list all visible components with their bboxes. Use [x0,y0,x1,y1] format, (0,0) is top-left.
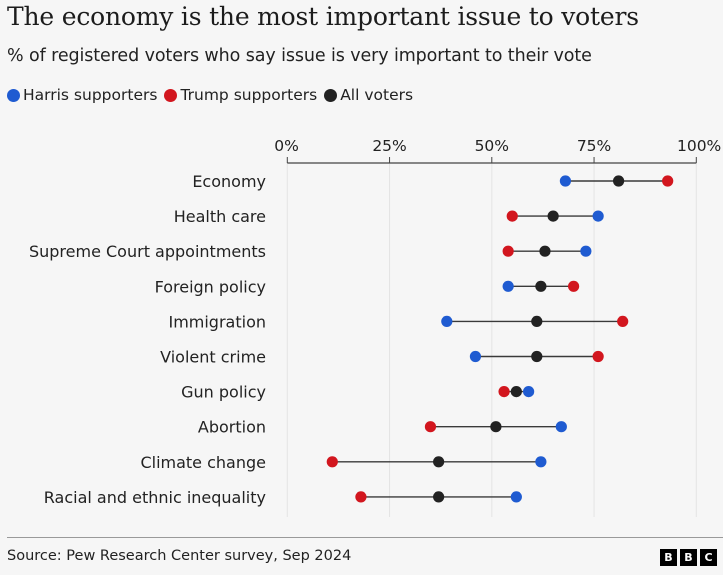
data-point-trump-supporters [498,386,510,398]
chart-subtitle: % of registered voters who say issue is … [7,46,592,66]
data-point-trump-supporters [617,315,629,327]
x-tick-label: 75% [577,137,611,155]
data-point-trump-supporters [424,421,437,433]
bbc-logo: B B C [660,549,717,566]
legend-label-trump: Trump supporters [180,86,318,104]
data-point-trump-supporters [662,175,674,187]
legend-dot-all-voters [324,88,338,102]
data-point-harris-supporters [469,350,482,363]
category-label: Foreign policy [155,277,266,296]
category-label: Health care [174,207,266,226]
x-tick-label: 100% [677,137,721,155]
data-point-trump-supporters [506,210,518,222]
data-point-trump-supporters [326,456,338,468]
data-point-all-voters [535,280,547,292]
data-point-trump-supporters [592,350,604,363]
footer-divider [7,537,723,538]
x-tick-label: 50% [475,137,509,155]
category-label: Climate change [140,453,266,472]
data-point-harris-supporters [559,175,572,187]
data-point-all-voters [510,386,522,398]
category-label: Violent crime [160,348,266,367]
category-label: Abortion [198,418,266,437]
data-point-harris-supporters [580,245,592,257]
x-tick-label: 0% [274,137,299,155]
chart-title: The economy is the most important issue … [7,2,639,31]
data-point-all-voters [433,456,445,468]
data-point-harris-supporters [535,456,547,468]
bbc-logo-letter: B [660,549,677,566]
category-label: Racial and ethnic inequality [44,488,266,507]
data-point-all-voters [531,350,543,363]
data-point-all-voters [539,245,551,257]
bbc-logo-letter: C [700,549,717,566]
data-point-all-voters [490,421,502,433]
data-point-harris-supporters [441,315,453,327]
legend-dot-trump [164,88,178,102]
data-point-trump-supporters [568,280,580,292]
category-label: Immigration [168,312,266,331]
legend-dot-harris [7,88,20,102]
data-point-trump-supporters [355,491,367,503]
category-label: Supreme Court appointments [29,242,266,261]
legend: Harris supporters Trump supporters All v… [7,86,420,104]
data-point-harris-supporters [523,386,535,398]
data-point-harris-supporters [510,491,522,503]
bbc-logo-letter: B [680,549,697,566]
legend-item-trump: Trump supporters [164,86,317,104]
x-tick-label: 25% [372,137,406,155]
category-label: Gun policy [181,383,266,402]
data-point-all-voters [612,175,625,187]
data-point-harris-supporters [502,280,514,292]
source-note: Source: Pew Research Center survey, Sep … [7,548,352,564]
data-point-trump-supporters [502,245,514,257]
legend-item-harris: Harris supporters [7,86,157,104]
category-label: Economy [192,172,266,191]
data-point-all-voters [531,315,543,327]
legend-label-all-voters: All voters [340,86,414,104]
data-point-harris-supporters [555,421,567,433]
data-point-all-voters [433,491,445,503]
data-point-all-voters [547,210,559,222]
data-point-harris-supporters [592,210,604,222]
legend-item-all-voters: All voters [324,86,413,104]
legend-label-harris: Harris supporters [23,86,158,104]
